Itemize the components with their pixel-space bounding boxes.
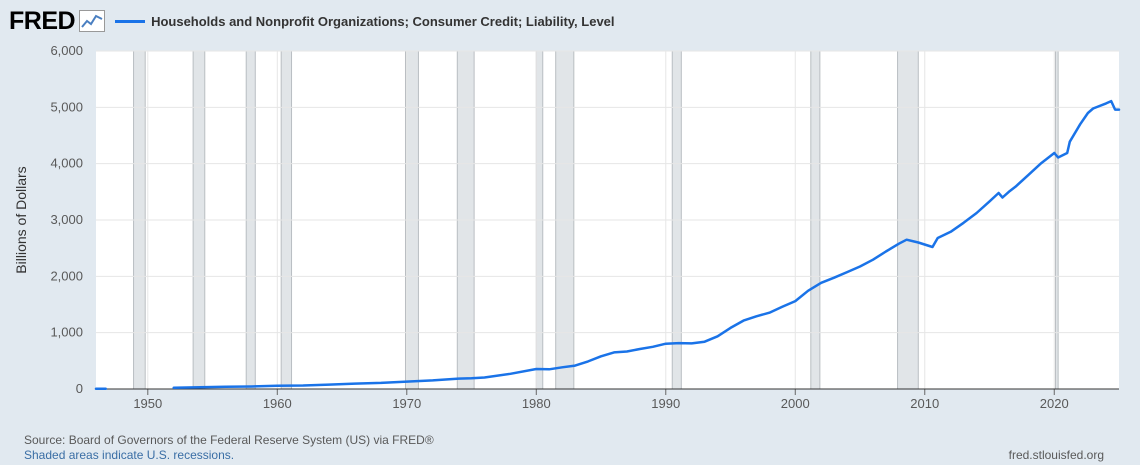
legend: Households and Nonprofit Organizations; … [115,13,615,29]
site-link[interactable]: fred.stlouisfed.org [1008,448,1104,462]
y-tick-label: 3,000 [50,212,83,227]
series-lines [94,99,1121,390]
legend-label[interactable]: Households and Nonprofit Organizations; … [151,13,615,29]
y-tick-label: 5,000 [50,99,83,114]
y-tick-label: 2,000 [50,268,83,283]
x-tick-label: 1960 [263,396,292,411]
gridlines [96,50,1119,395]
source-note: Source: Board of Governors of the Federa… [24,433,434,447]
x-tick-label: 1950 [133,396,162,411]
x-tick-label: 2020 [1040,396,1069,411]
series-line[interactable] [172,99,1121,390]
y-axis-labels: 0 1,000 2,000 3,000 4,000 5,000 6,000 [50,43,83,396]
fred-logo[interactable]: FRED [9,6,76,35]
x-axis-labels: 1950 1960 1970 1980 1990 2000 2010 2020 [133,396,1068,411]
y-tick-label: 0 [76,381,83,396]
x-tick-label: 1970 [392,396,421,411]
y-tick-label: 6,000 [50,43,83,58]
x-tick-label: 1980 [522,396,551,411]
chart-header: FRED Households and Nonprofit Organizati… [9,5,615,37]
chart: 0 1,000 2,000 3,000 4,000 5,000 6,000 1950 1960… [13,43,1121,411]
x-tick-label: 2000 [781,396,810,411]
y-tick-label: 4,000 [50,156,83,171]
y-axis-title: Billions of Dollars [13,166,29,273]
x-tick-label: 1990 [651,396,680,411]
x-tick-label: 2010 [910,396,939,411]
recession-note: Shaded areas indicate U.S. recessions. [24,448,235,462]
legend-swatch [115,19,146,23]
y-tick-label: 1,000 [50,325,83,340]
line-chart-icon [79,10,106,32]
